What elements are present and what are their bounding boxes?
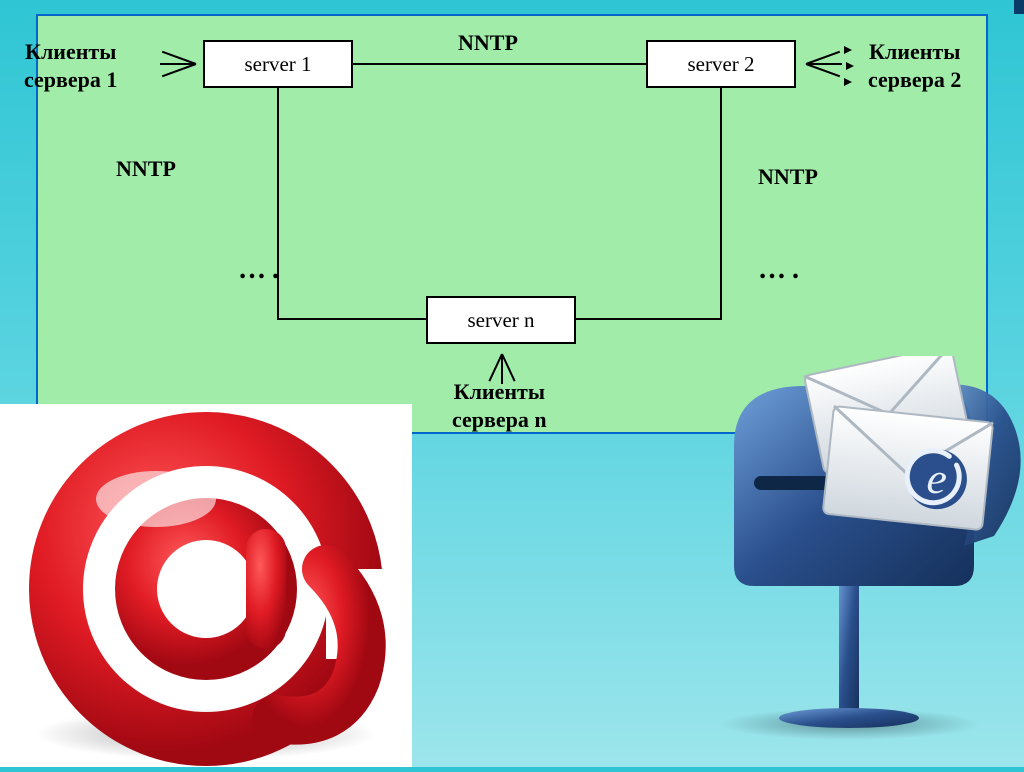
edge-left-to-n (277, 318, 427, 320)
node-label: server 2 (687, 52, 754, 77)
arrow-tip (844, 78, 852, 86)
whisker-clients-1 (148, 34, 208, 94)
label-clients-1: Клиенты сервера 1 (24, 38, 117, 93)
at-icon (0, 404, 412, 767)
label-clients-2: Клиенты сервера 2 (868, 38, 961, 93)
at-symbol-image (0, 404, 412, 767)
corner-strip (1014, 0, 1024, 14)
edge-right-to-n (576, 318, 722, 320)
node-label: server 1 (244, 52, 311, 77)
label-clients-n: Клиенты сервера n (452, 378, 547, 433)
proto-top: NNTP (458, 30, 518, 56)
proto-left: NNTP (116, 156, 176, 182)
edge-s2-down (720, 88, 722, 318)
dots-left: …. (238, 254, 285, 286)
arrow-tip (846, 62, 854, 70)
proto-right: NNTP (758, 164, 818, 190)
mailbox-image: e (674, 356, 1024, 744)
node-server-1: server 1 (203, 40, 353, 88)
arrow-tip (844, 46, 852, 54)
dots-right: …. (758, 254, 805, 286)
node-server-n: server n (426, 296, 576, 344)
node-server-2: server 2 (646, 40, 796, 88)
edge-s1-s2 (353, 63, 646, 65)
node-label: server n (467, 308, 534, 333)
mailbox-icon: e (674, 356, 1024, 744)
